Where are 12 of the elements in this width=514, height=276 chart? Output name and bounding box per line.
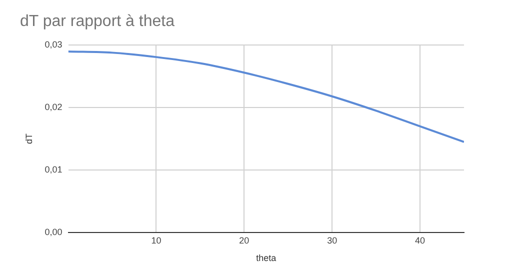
x-tick-label: 40	[415, 235, 426, 246]
y-axis-title: dT	[24, 133, 34, 144]
y-tick-label: 0,00	[44, 226, 62, 237]
y-tick-label: 0,01	[44, 164, 62, 174]
y-tick-label: 0,03	[44, 40, 62, 50]
x-tick-label: 30	[327, 235, 338, 246]
y-tick-label: 0,02	[44, 102, 62, 112]
x-axis-title: theta	[256, 253, 276, 264]
x-tick-label: 10	[151, 235, 162, 246]
line-series	[68, 50, 464, 143]
x-tick-label: 20	[239, 235, 250, 246]
chart-title: dT par rapport à theta	[20, 13, 175, 30]
